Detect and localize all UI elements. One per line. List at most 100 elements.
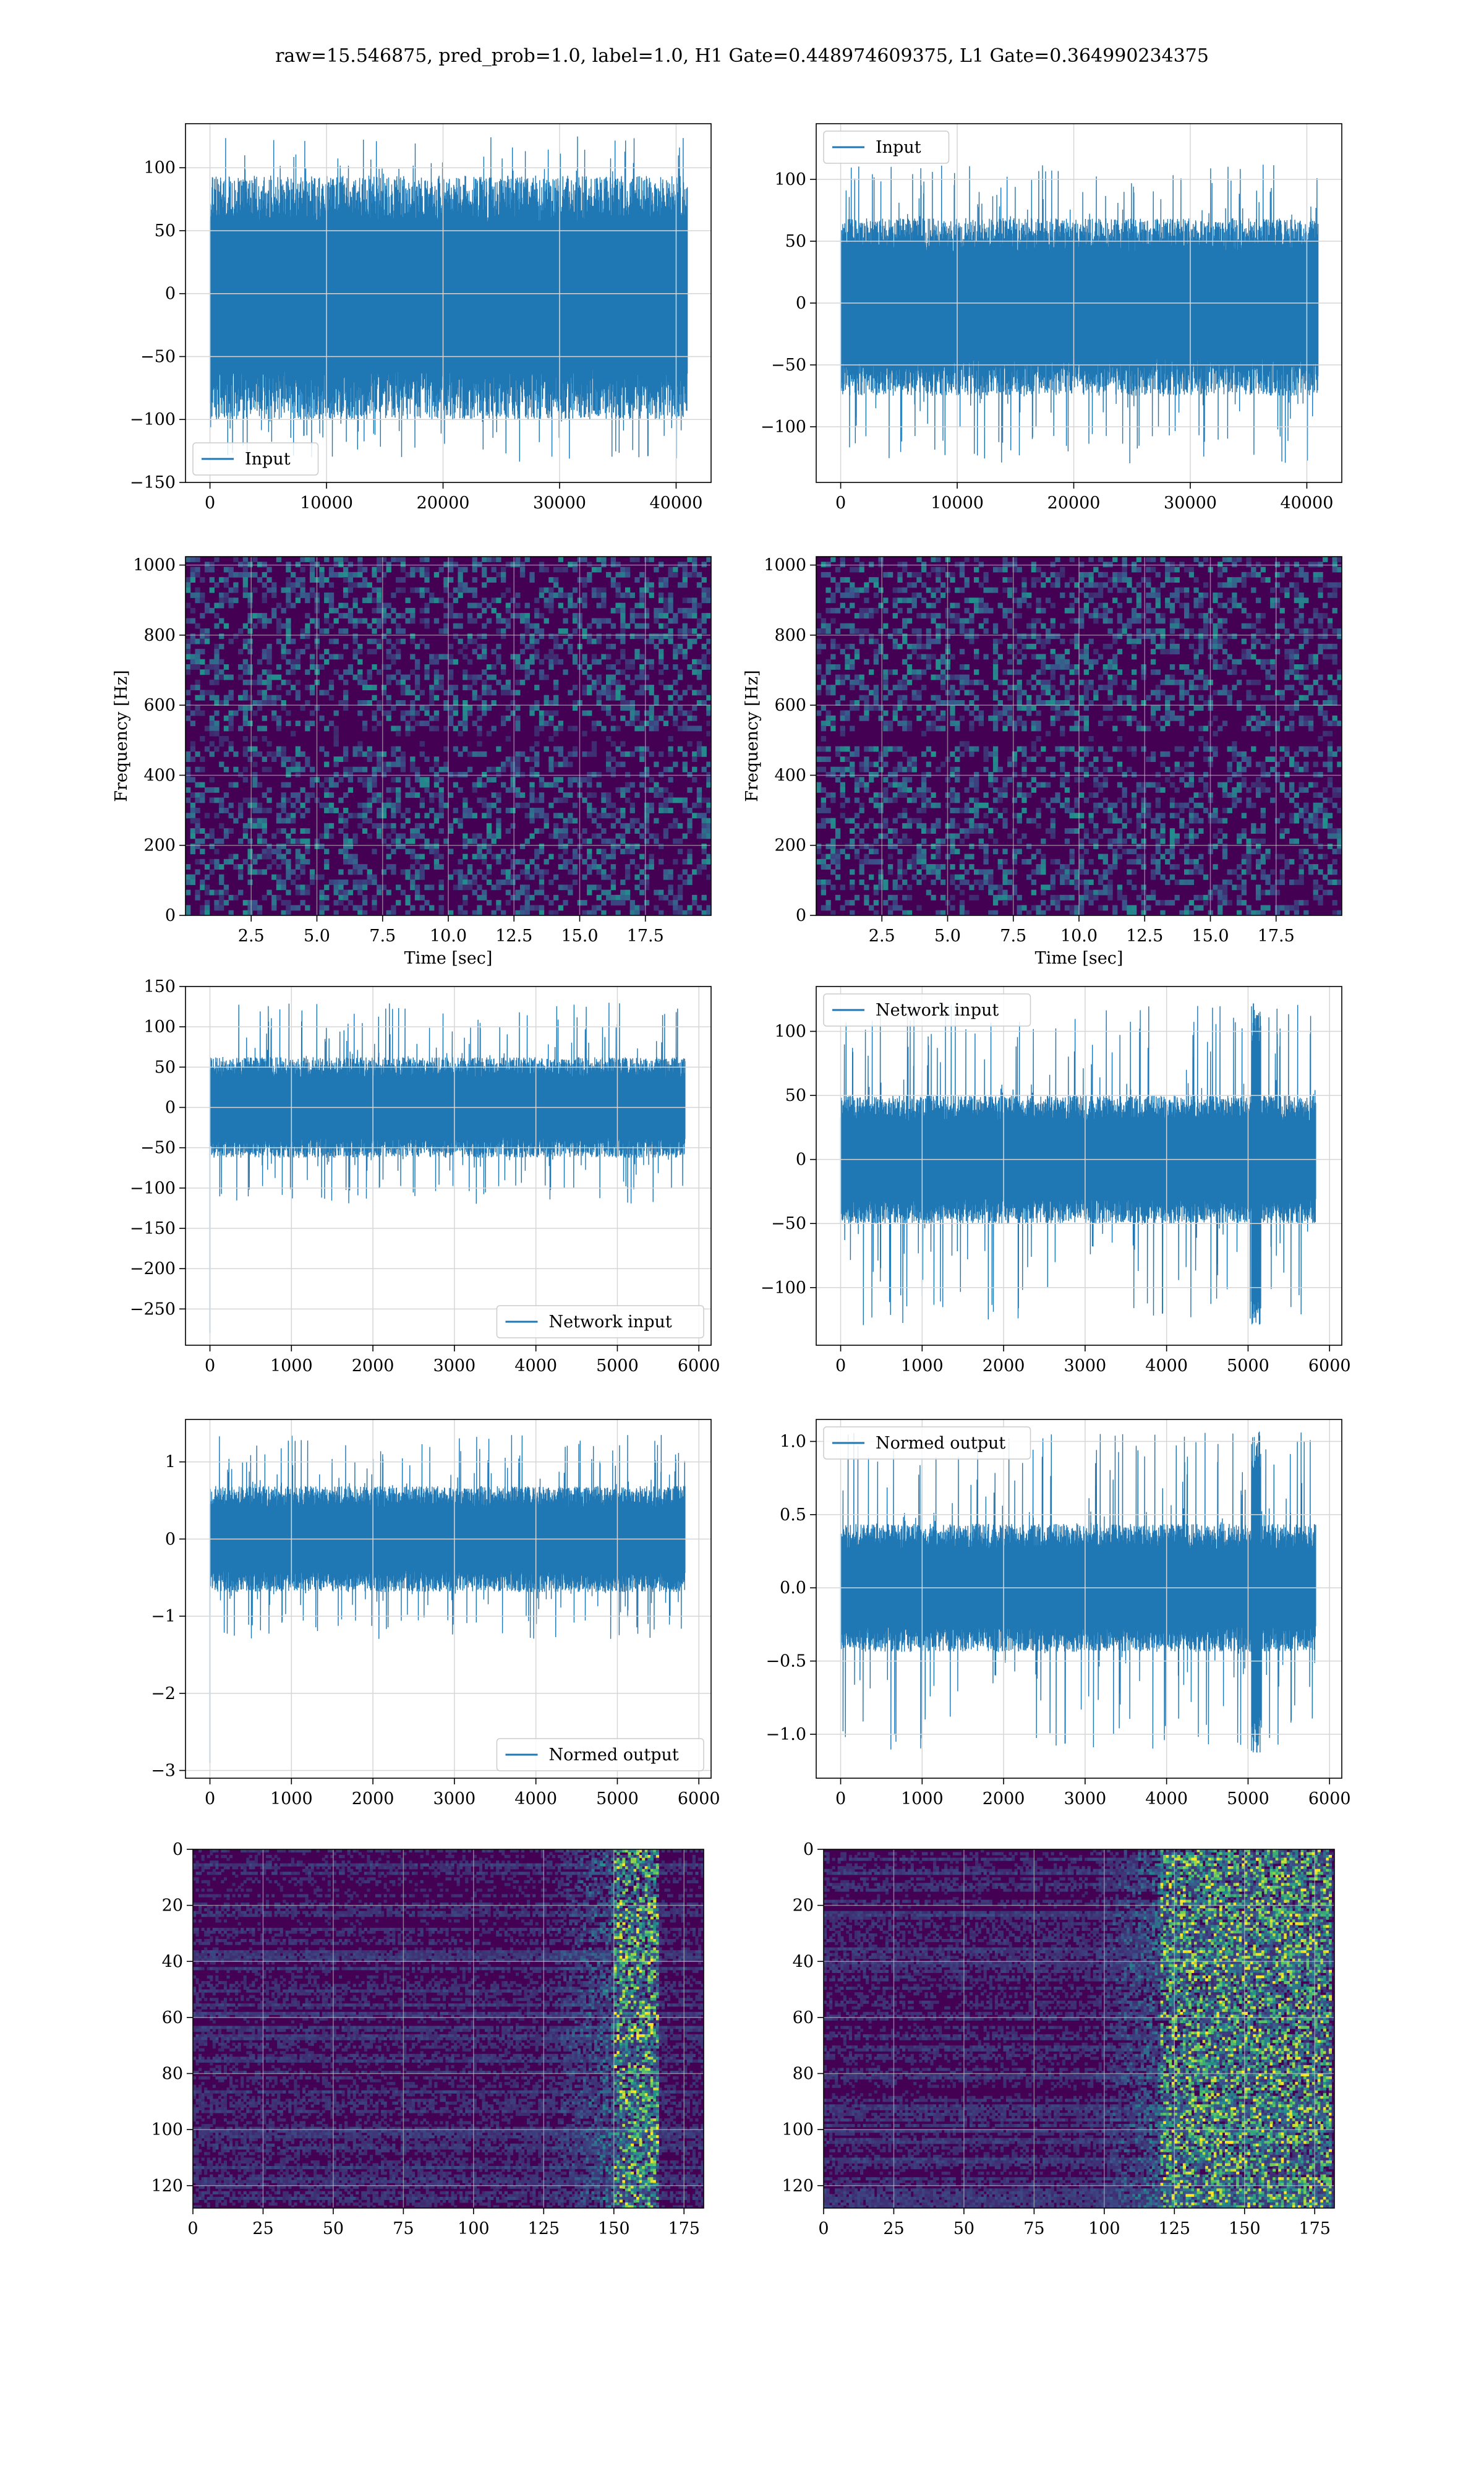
h1-spectrogram-cell xyxy=(309,766,315,773)
l1-spectrogram-cell xyxy=(969,679,974,685)
l1-spectrogram-cell xyxy=(816,643,822,649)
h1-spectrogram-cell xyxy=(267,669,272,675)
h1-spectrogram-cell xyxy=(472,587,477,593)
l1-spectrogram-cell xyxy=(1270,659,1276,665)
h1-spectrogram-cell xyxy=(262,818,267,824)
l1-spectrogram-cell xyxy=(1122,813,1127,819)
h1-spectrogram-cell xyxy=(610,756,616,763)
l1-spectrogram-cell xyxy=(1327,823,1333,829)
h1-spectrogram-cell xyxy=(563,849,568,855)
h1-spectrogram-cell xyxy=(582,685,587,691)
h1-spectrogram-cell xyxy=(634,623,640,629)
l1-spectrogram-cell xyxy=(902,587,908,593)
h1-spectrogram-cell xyxy=(257,838,263,844)
l1-spectrogram-cell xyxy=(906,797,913,803)
h1-spectrogram-cell xyxy=(247,864,253,870)
l1-spectrogram-cell xyxy=(1308,721,1314,727)
h1-spectrogram-cell xyxy=(410,874,416,880)
l1-spectrogram-cell xyxy=(1169,782,1175,788)
h1-spectrogram-cell xyxy=(539,715,545,721)
l1-spectrogram-cell xyxy=(1298,597,1304,604)
l1-spectrogram-cell xyxy=(978,679,984,685)
h1-spectrogram-cell xyxy=(419,864,425,870)
l1-spectrogram-cell xyxy=(1203,628,1209,634)
l1-spectrogram-cell xyxy=(883,792,889,798)
l1-spectrogram-cell xyxy=(1255,562,1261,568)
l1-spectrogram-cell xyxy=(1036,721,1041,727)
l1-spectrogram-cell xyxy=(821,787,827,793)
h1-spectrogram-cell xyxy=(601,602,607,609)
l1-spectrogram-cell xyxy=(964,787,970,793)
l1-spectrogram-cell xyxy=(1255,571,1261,578)
l1-spectrogram-cell xyxy=(1255,628,1261,634)
h1-spectrogram-cell xyxy=(438,766,444,773)
l1-spectrogram-cell xyxy=(1279,787,1285,793)
l1-spectrogram-cell xyxy=(931,618,936,624)
h1-spectrogram-cell xyxy=(558,761,564,768)
h1-spectrogram-cell xyxy=(319,889,325,896)
h1-spectrogram-cell xyxy=(381,602,387,609)
l1-spectrogram-cell xyxy=(1265,643,1271,649)
l1-spectrogram-cell xyxy=(1074,751,1080,757)
h1-spectrogram-cell xyxy=(276,664,282,670)
h1-spectrogram-cell xyxy=(529,710,535,716)
h1-spectrogram-cell xyxy=(357,905,363,911)
h1-spectrogram-cell xyxy=(644,787,650,793)
h1-spectrogram-cell xyxy=(615,669,621,675)
l1-spectrogram-cell xyxy=(1232,772,1237,777)
h1-spectrogram-cell xyxy=(186,910,191,915)
h1-spectrogram-cell xyxy=(414,792,420,798)
h1-spectrogram-cell xyxy=(458,571,463,578)
l1-spectrogram-cell xyxy=(931,602,936,609)
h1-spectrogram-cell xyxy=(186,905,191,911)
h1-spectrogram-cell xyxy=(257,808,263,813)
l1-spectrogram-cell xyxy=(830,597,836,604)
h1-spectrogram-cell xyxy=(377,602,382,609)
l1-spectrogram-cell xyxy=(902,782,908,788)
l1-spectrogram-cell xyxy=(1150,715,1156,721)
l1-spectrogram-cell xyxy=(1112,557,1118,562)
l1-spectrogram-cell xyxy=(1323,710,1328,716)
h1-spectrogram-cell xyxy=(467,838,473,844)
l1-spectrogram-cell xyxy=(1284,669,1290,675)
l1-spectrogram-cell xyxy=(1184,567,1190,573)
h1-spectrogram-cell xyxy=(524,669,530,675)
l1-spectrogram-cell xyxy=(921,777,927,783)
h1-spectrogram-cell xyxy=(696,690,702,696)
l1-spectrogram-cell xyxy=(911,582,917,588)
h1-spectrogram-cell xyxy=(391,654,396,660)
l1-spectrogram-cell xyxy=(873,746,879,752)
h1-spectrogram-cell xyxy=(438,797,444,803)
h1-spectrogram-cell xyxy=(515,751,521,757)
h1-spectrogram-cell xyxy=(539,593,545,598)
h1-spectrogram-cell xyxy=(367,649,372,655)
l1-spectrogram-cell xyxy=(1026,782,1032,788)
h1-spectrogram-cell xyxy=(524,664,530,670)
h1-spectrogram-cell xyxy=(295,864,301,870)
l1-spectrogram-cell xyxy=(1188,669,1195,675)
l1-spectrogram-cell xyxy=(859,695,864,701)
h1-spectrogram-cell xyxy=(276,618,282,624)
l1-spectrogram-cell xyxy=(1117,571,1123,578)
h1-spectrogram-cell xyxy=(305,858,310,865)
l1-spectrogram-cell xyxy=(1303,628,1309,634)
h1-spectrogram-cell xyxy=(200,782,205,788)
h1-spectrogram-cell xyxy=(539,808,545,813)
l1-spectrogram-cell xyxy=(1050,823,1055,829)
l1-spectrogram-cell xyxy=(1198,777,1204,783)
l1-spectrogram-cell xyxy=(1213,664,1218,670)
h1-spectrogram-cell xyxy=(668,777,673,783)
l1-spectrogram-cell xyxy=(1050,669,1055,675)
h1-spectrogram-cell xyxy=(501,633,506,640)
h1-spectrogram-cell xyxy=(204,813,210,819)
l1-spectrogram-cell xyxy=(1155,787,1161,793)
h1-spectrogram-cell xyxy=(673,905,678,911)
h1-spectrogram-cell xyxy=(534,623,540,629)
h1-spectrogram-cell xyxy=(701,823,707,829)
h1-spectrogram-cell xyxy=(477,643,482,649)
l1-spectrogram-cell xyxy=(1237,761,1242,768)
l1-spectrogram-cell xyxy=(969,633,974,640)
h1-spectrogram-cell xyxy=(696,602,702,609)
l1-spectrogram-cell xyxy=(926,654,932,660)
h1-spectrogram-cell xyxy=(291,766,296,773)
